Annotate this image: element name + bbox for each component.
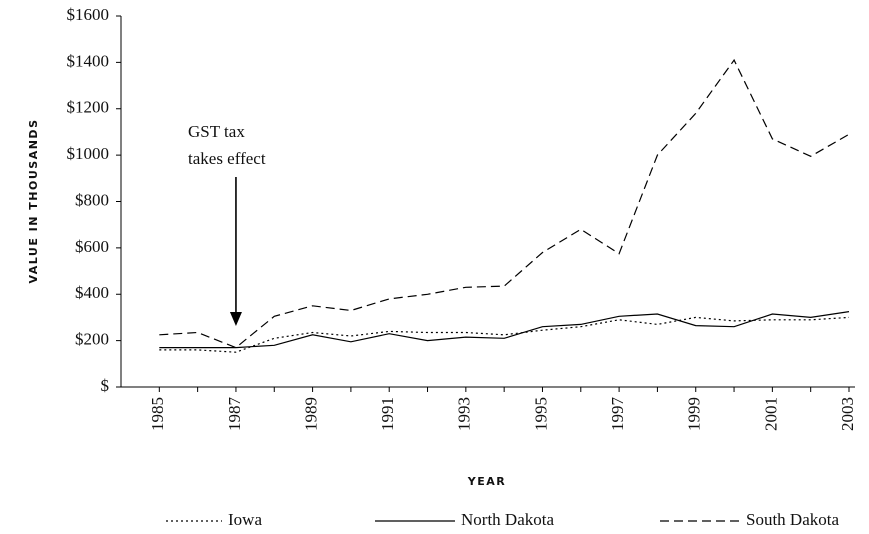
y-tick-label: $1400	[67, 51, 110, 70]
legend-label: South Dakota	[746, 510, 839, 529]
y-tick-label: $	[101, 376, 110, 395]
annotation-arrowhead	[229, 312, 242, 326]
x-tick-label: 1997	[608, 397, 627, 432]
y-tick-label: $200	[75, 330, 109, 349]
y-tick-label: $400	[75, 283, 109, 302]
x-tick-label: 1995	[531, 397, 550, 431]
x-tick-label: 1989	[301, 397, 320, 431]
annotation: takes effect	[188, 149, 266, 168]
legend-label: North Dakota	[461, 510, 554, 529]
line-series	[159, 58, 850, 349]
x-tick-label: 2001	[761, 397, 780, 431]
y-tick-label: $800	[75, 190, 109, 209]
legend-label: Iowa	[228, 510, 262, 529]
x-tick-label: 1985	[148, 397, 167, 431]
y-tick-label: $1000	[67, 144, 110, 163]
x-axis-label: YEAR	[467, 475, 506, 488]
x-tick-label: 1991	[378, 397, 397, 431]
x-tick-label: 1987	[225, 397, 244, 432]
y-tick-label: $1600	[67, 5, 110, 24]
x-tick-label: 1999	[685, 397, 704, 431]
x-tick-label: 1993	[455, 397, 474, 431]
x-tick-label: 2003	[838, 397, 857, 431]
line-series	[159, 311, 850, 349]
y-tick-label: $600	[75, 237, 109, 256]
y-axis-label: VALUE IN THOUSANDS	[27, 119, 40, 284]
annotation: GST tax	[188, 122, 245, 141]
line-series	[159, 316, 850, 353]
y-tick-label: $1200	[67, 98, 110, 117]
